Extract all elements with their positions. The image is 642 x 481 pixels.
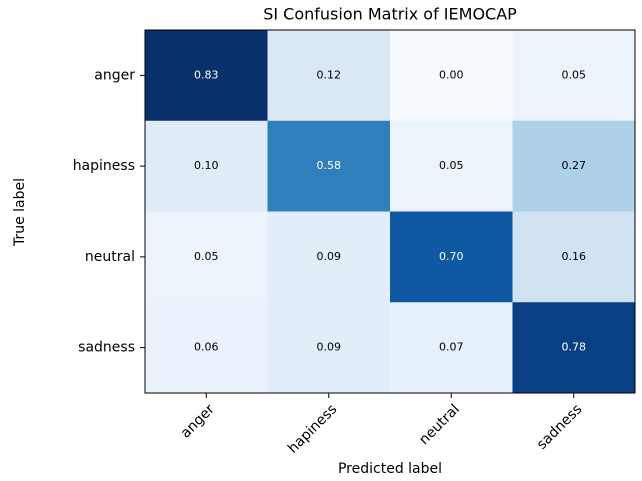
cell-label: 0.00 xyxy=(439,68,464,81)
cell-label: 0.07 xyxy=(439,341,464,354)
cell-label: 0.10 xyxy=(194,159,219,172)
y-tick-label: anger xyxy=(94,67,135,83)
cell xyxy=(390,211,513,303)
cell xyxy=(512,30,636,122)
x-tick-label: neutral xyxy=(416,401,463,448)
cell-label: 0.16 xyxy=(562,250,587,263)
cell-label: 0.05 xyxy=(194,250,219,263)
cell xyxy=(267,30,391,122)
x-tick-label: sadness xyxy=(534,401,586,453)
x-tick-label: anger xyxy=(178,401,218,441)
cell-label: 0.83 xyxy=(194,68,219,81)
cell xyxy=(512,120,636,212)
cell-label: 0.05 xyxy=(562,68,587,81)
cell xyxy=(145,302,268,394)
cell-label: 0.06 xyxy=(194,341,219,354)
cell-label: 0.05 xyxy=(439,159,464,172)
y-tick-label: sadness xyxy=(78,340,135,356)
plot-frame xyxy=(144,29,636,394)
cell xyxy=(390,30,513,122)
cell-label: 0.09 xyxy=(317,250,342,263)
y-axis-label: True label xyxy=(12,178,28,247)
cell xyxy=(267,302,391,394)
x-axis-label: Predicted label xyxy=(338,461,442,477)
y-tick-label: hapiness xyxy=(73,158,135,174)
chart-title: SI Confusion Matrix of IEMOCAP xyxy=(263,5,517,24)
cell xyxy=(390,302,513,394)
cell xyxy=(390,120,513,212)
cell-label: 0.58 xyxy=(317,159,342,172)
cell xyxy=(512,302,636,394)
y-tick-label: neutral xyxy=(85,249,135,265)
cell xyxy=(145,30,268,122)
cell-label: 0.78 xyxy=(562,341,587,354)
cell xyxy=(267,120,391,212)
cell-label: 0.27 xyxy=(562,159,587,172)
cell xyxy=(267,211,391,303)
cell xyxy=(145,211,268,303)
cell-label: 0.70 xyxy=(439,250,464,263)
cell xyxy=(145,120,268,212)
cell-label: 0.09 xyxy=(317,341,342,354)
x-tick-label: hapiness xyxy=(285,401,340,456)
cell-label: 0.12 xyxy=(317,68,342,81)
cell xyxy=(512,211,636,303)
